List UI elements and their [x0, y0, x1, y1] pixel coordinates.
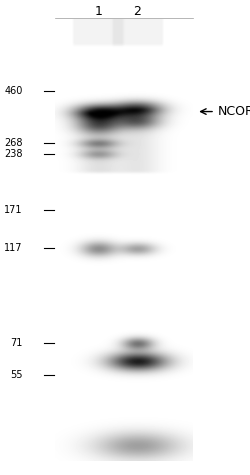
Text: 460: 460 [4, 86, 22, 95]
Text: 117: 117 [4, 243, 22, 253]
Text: 268: 268 [4, 138, 22, 148]
Text: 171: 171 [4, 205, 22, 216]
Text: 71: 71 [10, 338, 22, 348]
Text: NCOR1: NCOR1 [218, 105, 250, 118]
Text: 2: 2 [134, 5, 141, 19]
Text: 55: 55 [10, 370, 22, 380]
Text: 238: 238 [4, 149, 22, 159]
Text: 1: 1 [94, 5, 102, 19]
